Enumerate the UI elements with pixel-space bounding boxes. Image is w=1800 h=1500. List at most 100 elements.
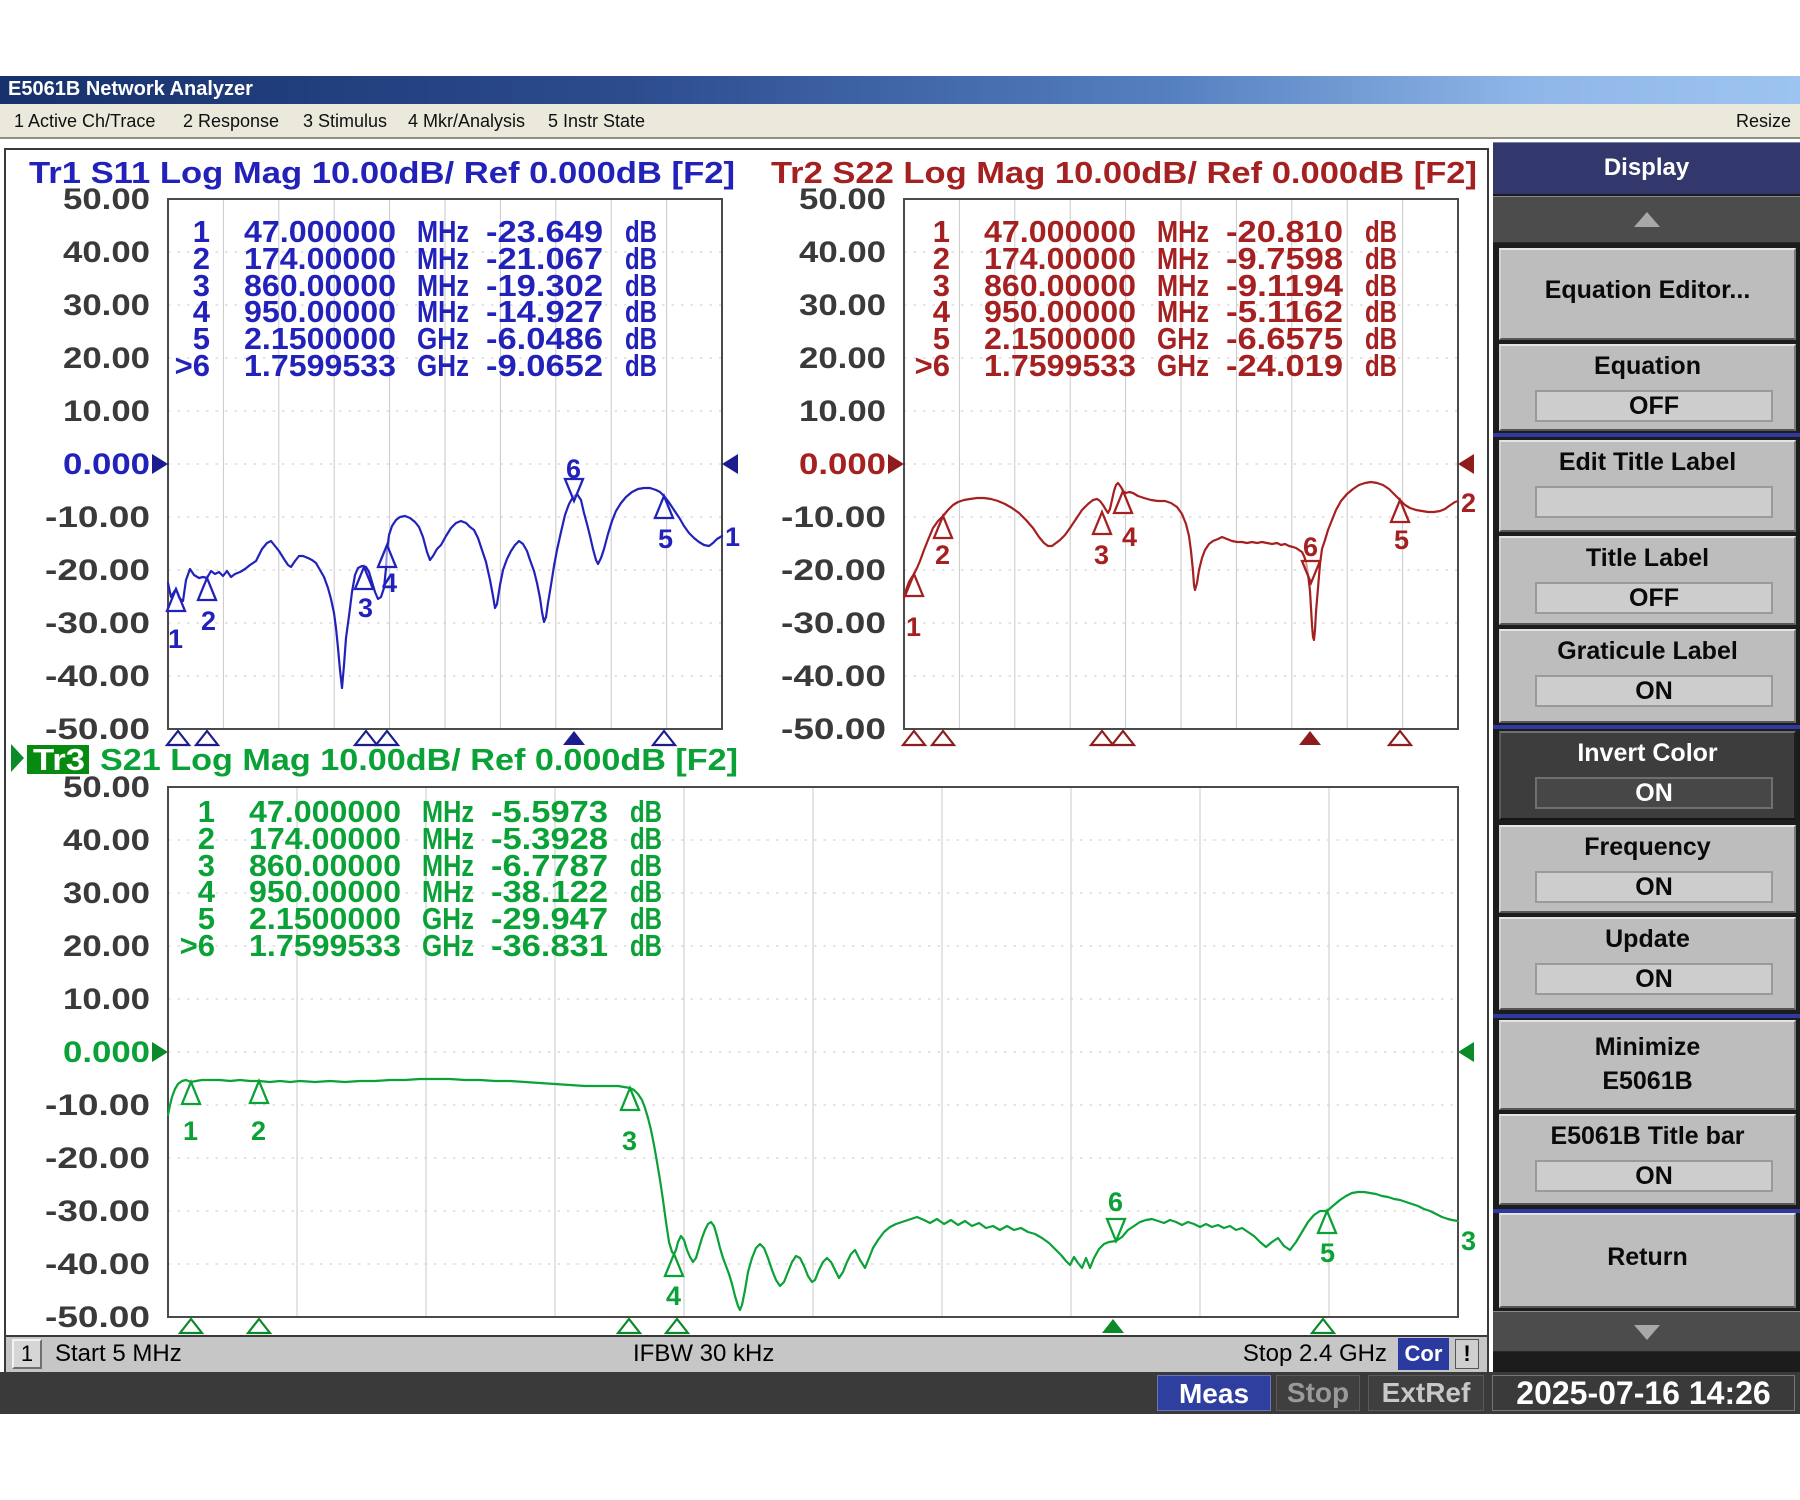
svg-text:0.000: 0.000 <box>63 448 150 481</box>
svg-text:-30.00: -30.00 <box>781 607 886 640</box>
svg-text:3: 3 <box>933 268 950 303</box>
svg-text:>6: >6 <box>915 348 950 383</box>
svg-text:4: 4 <box>933 294 951 329</box>
svg-text:-50.00: -50.00 <box>781 713 886 746</box>
svg-text:MHz: MHz <box>417 268 469 303</box>
svg-text:950.00000: 950.00000 <box>249 874 401 909</box>
svg-text:4: 4 <box>382 568 397 598</box>
svg-text:MHz: MHz <box>417 294 469 329</box>
svg-text:S21 Log Mag 10.00dB/ Ref 0.000: S21 Log Mag 10.00dB/ Ref 0.000dB [F2] <box>100 742 738 777</box>
svg-text:2: 2 <box>193 241 210 276</box>
svg-text:-19.302: -19.302 <box>486 268 603 303</box>
svg-text:20.00: 20.00 <box>63 930 150 963</box>
svg-text:5: 5 <box>933 321 950 356</box>
svg-text:3: 3 <box>622 1126 637 1156</box>
svg-text:dB: dB <box>625 214 657 249</box>
svg-text:-21.067: -21.067 <box>486 241 603 276</box>
svg-text:GHz: GHz <box>1157 321 1209 356</box>
svg-text:6: 6 <box>1303 532 1318 562</box>
svg-text:Tr1 S11 Log Mag 10.00dB/ Ref 0: Tr1 S11 Log Mag 10.00dB/ Ref 0.000dB [F2… <box>29 155 735 190</box>
svg-text:1.7599533: 1.7599533 <box>244 348 396 383</box>
svg-text:174.00000: 174.00000 <box>244 241 396 276</box>
svg-text:5: 5 <box>658 524 673 554</box>
svg-text:-9.0652: -9.0652 <box>486 348 603 383</box>
svg-text:47.000000: 47.000000 <box>984 214 1136 249</box>
svg-text:MHz: MHz <box>422 874 474 909</box>
svg-text:dB: dB <box>630 874 662 909</box>
svg-text:2: 2 <box>1461 488 1476 518</box>
svg-text:-50.00: -50.00 <box>45 1301 150 1334</box>
svg-text:40.00: 40.00 <box>799 236 886 269</box>
svg-text:GHz: GHz <box>1157 348 1209 383</box>
svg-text:-40.00: -40.00 <box>45 1248 150 1281</box>
svg-text:dB: dB <box>630 928 662 963</box>
svg-text:-9.1194: -9.1194 <box>1226 268 1344 303</box>
svg-text:5: 5 <box>1320 1238 1335 1268</box>
svg-text:MHz: MHz <box>1157 241 1209 276</box>
svg-text:-30.00: -30.00 <box>45 1195 150 1228</box>
svg-text:1: 1 <box>168 624 183 654</box>
svg-text:-10.00: -10.00 <box>781 501 886 534</box>
svg-text:dB: dB <box>625 348 657 383</box>
svg-text:3: 3 <box>1094 540 1109 570</box>
svg-text:-9.7598: -9.7598 <box>1226 241 1343 276</box>
svg-text:MHz: MHz <box>1157 294 1209 329</box>
svg-text:-14.927: -14.927 <box>486 294 603 329</box>
svg-text:1: 1 <box>193 214 210 249</box>
svg-text:1: 1 <box>933 214 950 249</box>
svg-text:Tr3: Tr3 <box>33 742 85 777</box>
svg-text:Tr2 S22 Log Mag 10.00dB/ Ref 0: Tr2 S22 Log Mag 10.00dB/ Ref 0.000dB [F2… <box>771 155 1477 190</box>
svg-text:-5.1162: -5.1162 <box>1226 294 1343 329</box>
svg-text:5: 5 <box>193 321 210 356</box>
svg-text:3: 3 <box>358 593 373 623</box>
svg-text:-24.019: -24.019 <box>1226 348 1343 383</box>
svg-text:-5.5973: -5.5973 <box>491 794 608 829</box>
svg-text:1: 1 <box>198 794 215 829</box>
svg-text:dB: dB <box>1365 348 1397 383</box>
svg-text:dB: dB <box>630 821 662 856</box>
svg-text:50.00: 50.00 <box>63 771 150 804</box>
svg-text:47.000000: 47.000000 <box>244 214 396 249</box>
svg-text:-23.649: -23.649 <box>486 214 603 249</box>
svg-text:GHz: GHz <box>417 348 469 383</box>
svg-text:2.1500000: 2.1500000 <box>244 321 396 356</box>
svg-text:4: 4 <box>198 874 216 909</box>
svg-text:5: 5 <box>1394 525 1409 555</box>
svg-text:-20.00: -20.00 <box>45 554 150 587</box>
svg-text:MHz: MHz <box>1157 268 1209 303</box>
svg-text:4: 4 <box>193 294 211 329</box>
svg-text:MHz: MHz <box>422 794 474 829</box>
svg-text:dB: dB <box>1365 268 1397 303</box>
svg-text:50.00: 50.00 <box>63 183 150 216</box>
svg-text:3: 3 <box>1461 1226 1476 1256</box>
svg-text:20.00: 20.00 <box>799 342 886 375</box>
svg-text:dB: dB <box>1365 294 1397 329</box>
svg-text:950.00000: 950.00000 <box>984 294 1136 329</box>
svg-text:dB: dB <box>630 794 662 829</box>
svg-text:GHz: GHz <box>422 901 474 936</box>
svg-text:-10.00: -10.00 <box>45 501 150 534</box>
svg-text:0.000: 0.000 <box>63 1036 150 1069</box>
svg-text:dB: dB <box>1365 321 1397 356</box>
svg-text:dB: dB <box>625 294 657 329</box>
svg-text:-40.00: -40.00 <box>45 660 150 693</box>
svg-text:dB: dB <box>630 848 662 883</box>
svg-text:6: 6 <box>566 454 581 484</box>
svg-text:-6.0486: -6.0486 <box>486 321 603 356</box>
svg-text:GHz: GHz <box>417 321 469 356</box>
svg-text:1: 1 <box>725 522 740 552</box>
svg-text:-20.00: -20.00 <box>45 1142 150 1175</box>
svg-text:-6.7787: -6.7787 <box>491 848 608 883</box>
svg-text:-30.00: -30.00 <box>45 607 150 640</box>
svg-text:50.00: 50.00 <box>799 183 886 216</box>
svg-text:860.00000: 860.00000 <box>249 848 401 883</box>
svg-text:-6.6575: -6.6575 <box>1226 321 1343 356</box>
svg-text:dB: dB <box>630 901 662 936</box>
svg-text:-29.947: -29.947 <box>491 901 608 936</box>
svg-text:GHz: GHz <box>422 928 474 963</box>
svg-text:dB: dB <box>625 241 657 276</box>
svg-text:MHz: MHz <box>422 821 474 856</box>
svg-text:MHz: MHz <box>1157 214 1209 249</box>
svg-text:2: 2 <box>201 606 216 636</box>
svg-text:-5.3928: -5.3928 <box>491 821 608 856</box>
